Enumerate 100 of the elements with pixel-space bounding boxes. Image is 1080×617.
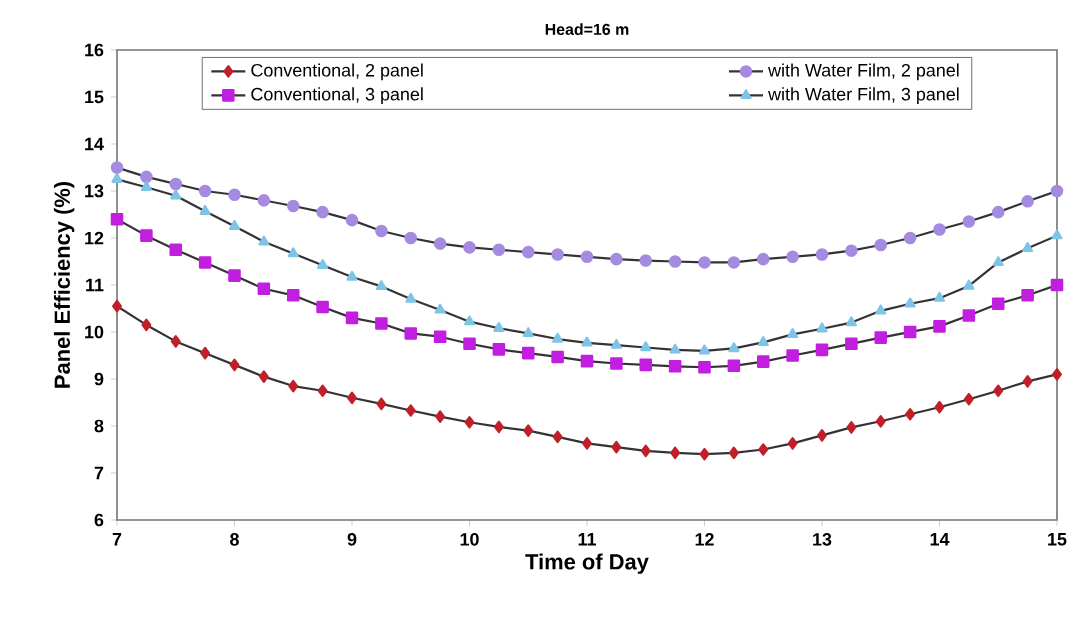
point: [846, 421, 857, 434]
point: [434, 303, 446, 314]
point: [375, 224, 388, 238]
point: [639, 254, 653, 267]
point: [756, 252, 770, 266]
point: [141, 318, 152, 332]
point: [610, 357, 623, 370]
point: [611, 440, 622, 454]
point: [345, 311, 359, 325]
point: [845, 337, 858, 351]
legend-label: with Water Film, 2 panel: [768, 63, 959, 81]
point: [1022, 375, 1033, 388]
y-axis-title: Panel Efficiency (%): [53, 181, 75, 388]
point: [404, 327, 418, 340]
point: [991, 205, 1005, 219]
point: [903, 325, 917, 339]
point: [668, 255, 682, 268]
y-tick-label: 15: [85, 90, 104, 104]
point: [140, 180, 152, 191]
point: [991, 297, 1005, 311]
point: [816, 322, 828, 333]
point: [962, 215, 976, 228]
point: [112, 299, 122, 313]
point: [258, 370, 269, 383]
point: [727, 256, 741, 269]
point: [758, 443, 769, 456]
point: [435, 410, 446, 423]
point: [464, 415, 475, 429]
point: [610, 252, 623, 266]
point: [728, 446, 739, 460]
point: [317, 384, 328, 398]
x-tick-label: 11: [578, 533, 596, 546]
point: [669, 343, 681, 354]
point: [905, 407, 916, 421]
point: [698, 344, 711, 355]
point: [347, 391, 357, 405]
point: [405, 292, 417, 303]
point: [433, 330, 447, 343]
x-tick-label: 12: [695, 533, 714, 546]
point: [580, 250, 594, 264]
point: [433, 237, 447, 250]
point: [521, 346, 535, 360]
point: [552, 332, 564, 343]
point: [845, 316, 857, 327]
point: [727, 359, 741, 373]
point: [521, 245, 535, 259]
point: [258, 235, 270, 246]
point: [140, 170, 153, 184]
legend-label: Conventional, 2 panel: [251, 63, 423, 81]
y-tick-label: 11: [86, 278, 104, 292]
point: [288, 379, 299, 393]
point: [875, 415, 886, 428]
x-tick-label: 13: [813, 533, 832, 546]
point: [229, 358, 240, 372]
point: [404, 231, 418, 245]
point: [169, 243, 183, 257]
point: [286, 199, 300, 213]
point: [668, 360, 682, 373]
point: [198, 256, 212, 269]
y-tick-label: 9: [94, 372, 104, 386]
point: [874, 331, 888, 344]
point: [492, 243, 506, 257]
point: [551, 350, 564, 364]
point: [699, 447, 710, 461]
point: [817, 429, 827, 442]
point: [786, 349, 799, 362]
point: [228, 219, 241, 230]
point: [140, 229, 153, 242]
point: [963, 279, 975, 290]
point: [200, 346, 211, 360]
point: [316, 205, 329, 219]
legend-label: with Water Film, 3 panel: [768, 87, 959, 105]
x-tick-label: 9: [347, 533, 357, 546]
point: [640, 444, 651, 458]
point: [875, 304, 887, 315]
point: [992, 256, 1004, 267]
point: [552, 430, 563, 444]
point: [316, 300, 329, 314]
point: [580, 354, 594, 368]
point: [933, 320, 946, 333]
point: [670, 446, 681, 460]
point: [257, 194, 271, 207]
point: [934, 400, 945, 414]
point: [581, 336, 593, 347]
point: [1021, 289, 1034, 302]
point: [962, 309, 976, 322]
point: [610, 338, 622, 349]
point: [1022, 242, 1034, 253]
point: [523, 424, 534, 437]
point: [111, 172, 123, 183]
point: [728, 342, 740, 353]
y-tick-label: 12: [85, 231, 104, 245]
point: [110, 161, 124, 174]
x-tick-label: 8: [230, 533, 239, 546]
y-tick-label: 14: [85, 137, 104, 151]
point: [1050, 278, 1064, 292]
point: [698, 360, 711, 374]
point: [463, 315, 476, 326]
point: [1052, 368, 1062, 381]
point: [756, 355, 770, 368]
